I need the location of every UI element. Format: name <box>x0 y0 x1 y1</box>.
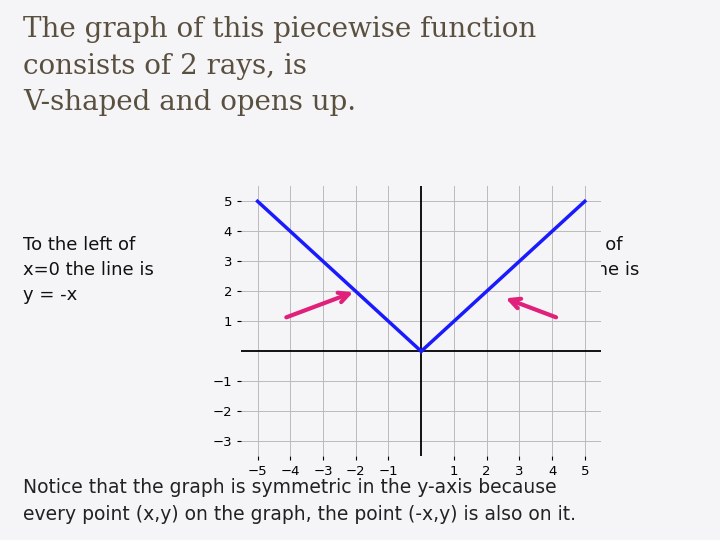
Text: To the left of
x=0 the line is
y = -x: To the left of x=0 the line is y = -x <box>23 236 154 304</box>
Text: Notice that the graph is symmetric in the y-axis because
every point (x,y) on th: Notice that the graph is symmetric in th… <box>23 478 576 524</box>
Text: The graph of this piecewise function
consists of 2 rays, is
V-shaped and opens u: The graph of this piecewise function con… <box>23 16 536 116</box>
Text: To the right of
x = 0 the line is
y = x: To the right of x = 0 the line is y = x <box>498 236 640 304</box>
